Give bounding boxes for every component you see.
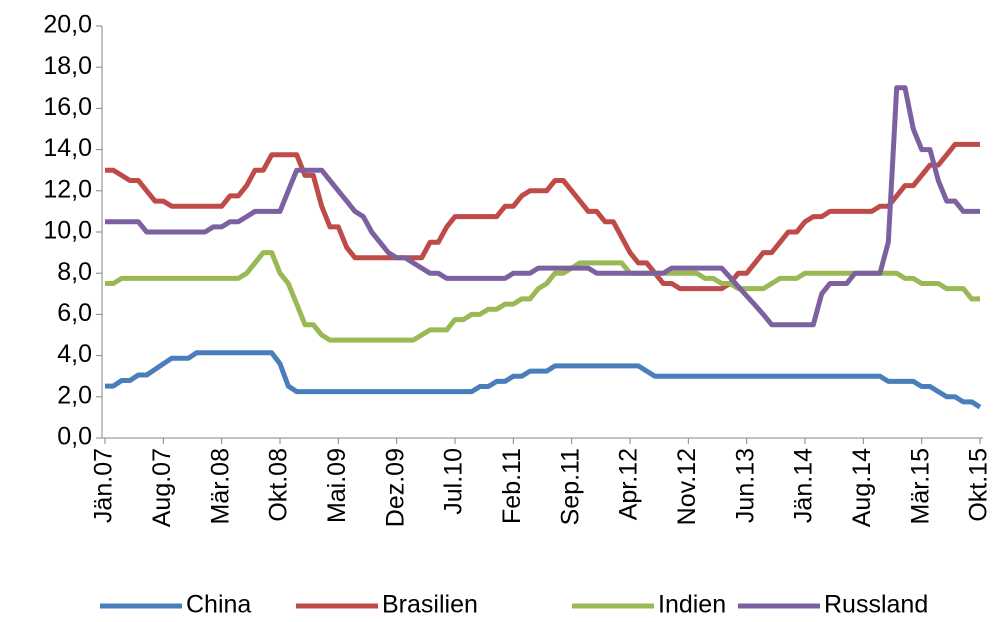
x-tick-label: Dez.09 bbox=[381, 448, 409, 527]
line-series bbox=[105, 141, 980, 292]
x-tick-label: Aug.14 bbox=[848, 448, 876, 527]
x-tick-label: Jul.10 bbox=[440, 448, 468, 515]
x-tick-label: Aug.07 bbox=[148, 448, 176, 527]
line-series bbox=[105, 350, 982, 410]
legend-label: China bbox=[186, 591, 251, 619]
y-tick-label: 14,0 bbox=[43, 134, 92, 162]
x-tick-label: Mär.08 bbox=[206, 448, 234, 524]
x-tick-label: Nov.12 bbox=[673, 448, 701, 525]
y-tick-label: 10,0 bbox=[43, 217, 92, 245]
x-tick-label: Apr.12 bbox=[615, 448, 643, 520]
y-tick-label: 4,0 bbox=[57, 340, 92, 368]
x-tick-label: Okt.08 bbox=[265, 448, 293, 522]
y-tick-label: 20,0 bbox=[43, 11, 92, 39]
y-tick-label: 16,0 bbox=[43, 93, 92, 121]
x-tick-label: Mär.15 bbox=[906, 448, 934, 524]
legend-label: Russland bbox=[824, 591, 928, 619]
x-tick-label: Jän.14 bbox=[790, 448, 818, 523]
x-tick-label: Jän.07 bbox=[90, 448, 118, 523]
x-tick-label: Feb.11 bbox=[498, 448, 526, 524]
legend-label: Brasilien bbox=[382, 591, 478, 619]
line-series bbox=[105, 250, 980, 343]
x-tick-label: Okt.15 bbox=[965, 448, 993, 522]
y-tick-label: 6,0 bbox=[57, 299, 92, 327]
y-tick-label: 12,0 bbox=[43, 175, 92, 203]
legend-label: Indien bbox=[658, 591, 726, 619]
y-tick-label: 0,0 bbox=[57, 423, 92, 451]
y-tick-label: 18,0 bbox=[43, 52, 92, 80]
x-tick-label: Sep.11 bbox=[556, 448, 584, 525]
line-series bbox=[105, 85, 980, 328]
y-tick-label: 2,0 bbox=[57, 381, 92, 409]
x-tick-label: Mai.09 bbox=[323, 448, 351, 523]
y-tick-label: 8,0 bbox=[57, 258, 92, 286]
x-tick-label: Jun.13 bbox=[731, 448, 759, 523]
